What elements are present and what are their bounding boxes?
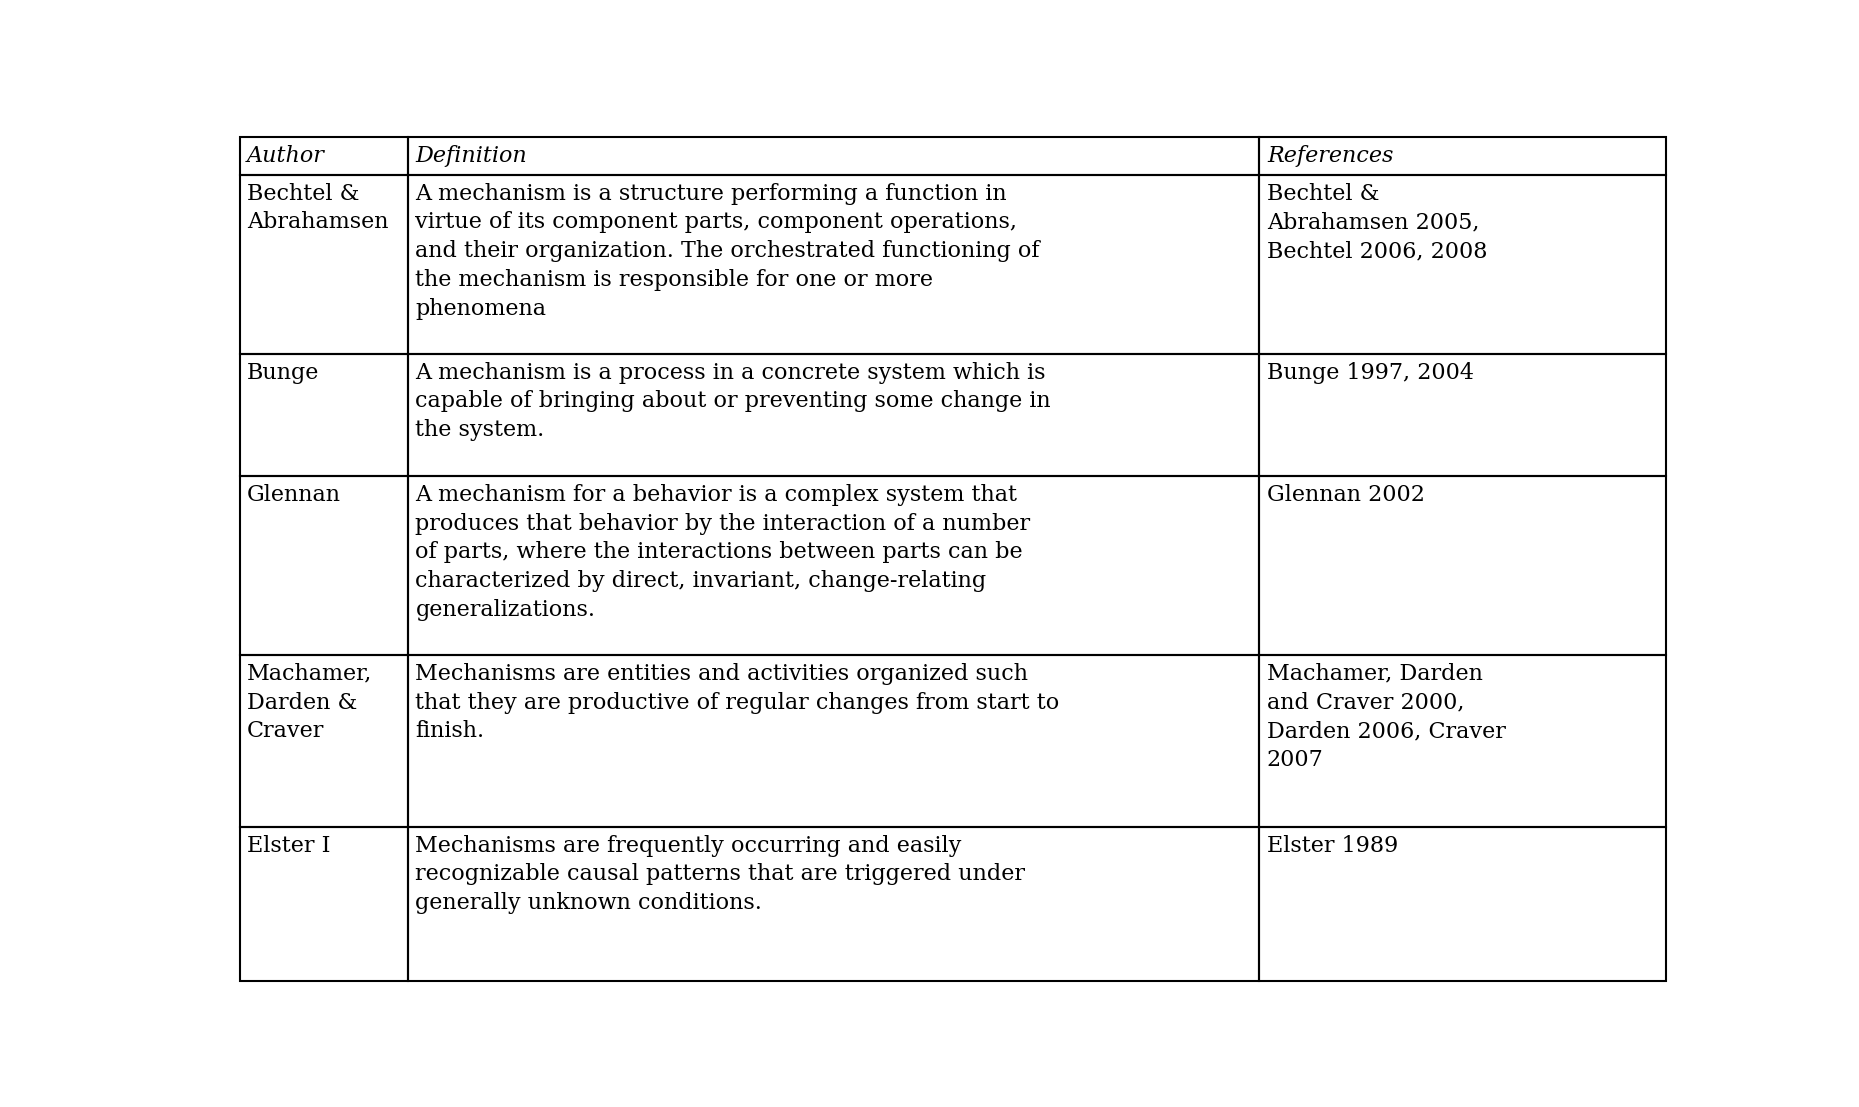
Text: A mechanism is a structure performing a function in
virtue of its component part: A mechanism is a structure performing a … xyxy=(415,183,1039,320)
Bar xyxy=(240,827,407,981)
Bar xyxy=(240,655,407,827)
Bar xyxy=(407,137,1259,175)
Bar xyxy=(240,175,407,354)
Text: Bunge 1997, 2004: Bunge 1997, 2004 xyxy=(1268,362,1474,384)
Text: Glennan: Glennan xyxy=(247,484,340,506)
Bar xyxy=(1259,137,1666,175)
Bar xyxy=(1259,655,1666,827)
Text: Definition: Definition xyxy=(415,145,528,166)
Text: Mechanisms are frequently occurring and easily
recognizable causal patterns that: Mechanisms are frequently occurring and … xyxy=(415,835,1026,914)
Text: Bechtel &
Abrahamsen 2005,
Bechtel 2006, 2008: Bechtel & Abrahamsen 2005, Bechtel 2006,… xyxy=(1268,183,1487,262)
Text: A mechanism is a process in a concrete system which is
capable of bringing about: A mechanism is a process in a concrete s… xyxy=(415,362,1050,442)
Bar xyxy=(407,827,1259,981)
Text: Machamer, Darden
and Craver 2000,
Darden 2006, Craver
2007: Machamer, Darden and Craver 2000, Darden… xyxy=(1268,663,1506,772)
Text: Machamer,
Darden &
Craver: Machamer, Darden & Craver xyxy=(247,663,372,743)
Bar xyxy=(240,354,407,476)
Text: Author: Author xyxy=(247,145,325,166)
Text: Bechtel &
Abrahamsen: Bechtel & Abrahamsen xyxy=(247,183,389,234)
Bar xyxy=(240,137,407,175)
Text: References: References xyxy=(1268,145,1392,166)
Bar xyxy=(407,354,1259,476)
Bar xyxy=(1259,354,1666,476)
Bar xyxy=(240,476,407,655)
Text: Elster 1989: Elster 1989 xyxy=(1268,835,1398,857)
Bar xyxy=(1259,476,1666,655)
Bar xyxy=(1259,827,1666,981)
Text: Glennan 2002: Glennan 2002 xyxy=(1268,484,1424,506)
Bar xyxy=(1259,175,1666,354)
Bar xyxy=(407,655,1259,827)
Text: Bunge: Bunge xyxy=(247,362,320,384)
Bar xyxy=(407,476,1259,655)
Bar xyxy=(407,175,1259,354)
Text: A mechanism for a behavior is a complex system that
produces that behavior by th: A mechanism for a behavior is a complex … xyxy=(415,484,1030,621)
Text: Mechanisms are entities and activities organized such
that they are productive o: Mechanisms are entities and activities o… xyxy=(415,663,1060,743)
Text: Elster I: Elster I xyxy=(247,835,331,857)
